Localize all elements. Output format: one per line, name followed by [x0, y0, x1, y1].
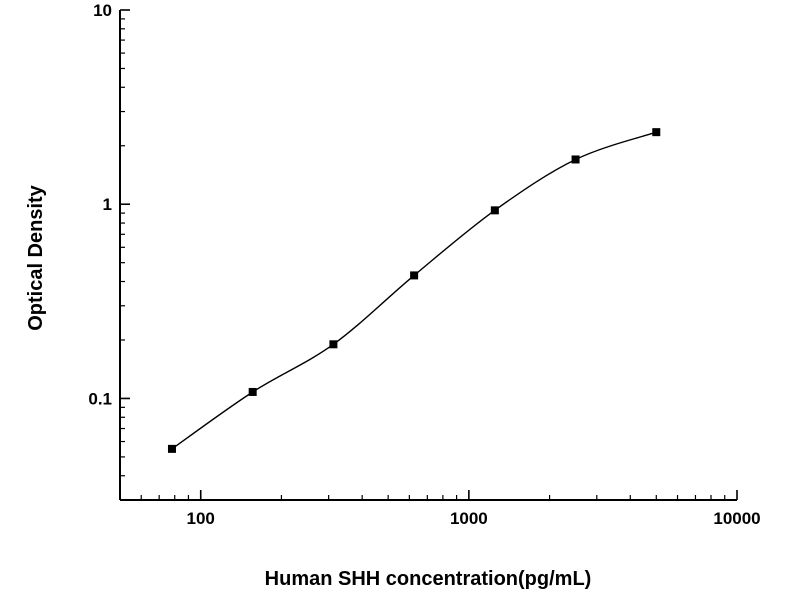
data-point-marker — [410, 271, 419, 280]
y-tick-label: 1 — [103, 195, 112, 214]
x-tick-label: 100 — [187, 509, 215, 528]
y-tick-label: 0.1 — [88, 389, 112, 408]
x-tick-label: 1000 — [450, 509, 488, 528]
fit-curve — [171, 131, 657, 450]
data-point-marker — [167, 444, 176, 453]
data-point-marker — [571, 155, 580, 164]
y-tick-label: 10 — [93, 1, 112, 20]
data-point-marker — [248, 387, 257, 396]
y-axis-label: Optical Density — [25, 184, 47, 330]
data-point-marker — [329, 340, 338, 349]
data-point-marker — [490, 206, 499, 215]
x-axis-label: Human SHH concentration(pg/mL) — [265, 568, 592, 590]
data-point-marker — [652, 128, 661, 137]
plot-area: 100 1000 10000 0.1 1 10 — [88, 1, 760, 528]
x-tick-label: 10000 — [713, 509, 760, 528]
